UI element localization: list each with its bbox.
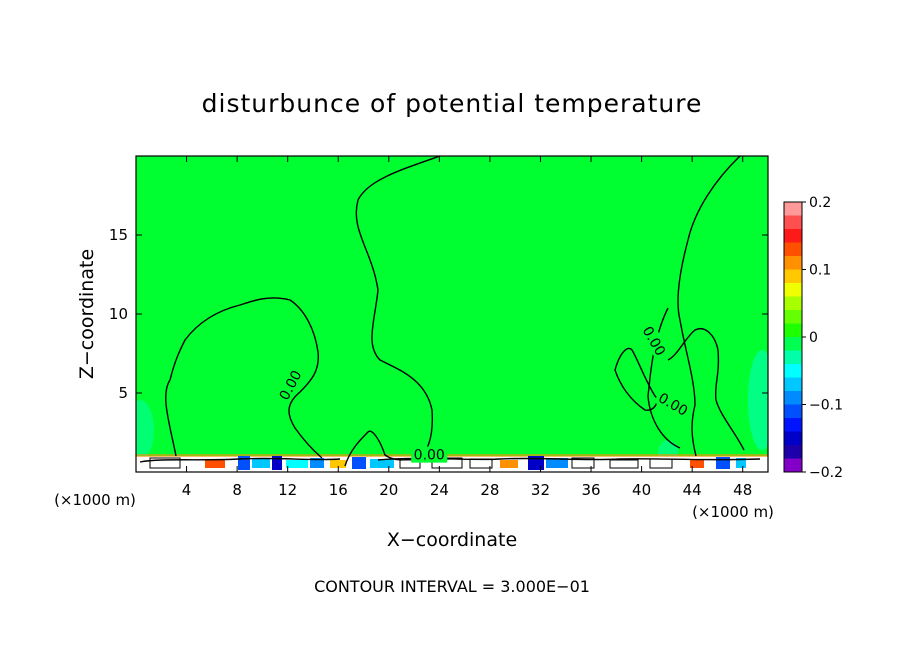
x-axis-ticks: 4 8 12 16 20 24 28 32 36 40 44 48	[182, 156, 752, 499]
colorbar-cell	[784, 229, 802, 243]
colorbar-cell	[784, 418, 802, 432]
x-tick-label: 36	[581, 481, 600, 499]
colorbar-ticks: 0.2 0.1 0 −0.1 −0.2	[802, 195, 843, 481]
x-tick-label: 16	[329, 481, 348, 499]
field-shading	[136, 350, 768, 472]
chart-title: disturbunce of potential temperature	[202, 89, 703, 118]
colorbar-cell	[784, 202, 802, 216]
surface-band-top	[136, 454, 768, 457]
cyan-patch-left	[136, 400, 154, 460]
contour-line-central	[344, 156, 441, 467]
contour-interval-footer: CONTOUR INTERVAL = 3.000E−01	[314, 577, 590, 596]
contour-label-bg	[411, 446, 448, 463]
contour-label-bg	[274, 365, 306, 405]
contour-label-bg	[638, 321, 671, 361]
x-tick-label: 44	[683, 481, 702, 499]
x-tick-label: 40	[632, 481, 651, 499]
noise-patch	[272, 456, 282, 470]
cyan-patch-right	[748, 350, 768, 450]
colorbar-cell	[784, 404, 802, 419]
noise-patch	[500, 460, 518, 468]
plot-area: 0.000.000.000.00 4 8 12 16 20 24 28 32 36 40 44 48 …	[109, 155, 769, 499]
y-tick-label: 5	[118, 384, 128, 402]
noise-patch	[399, 459, 421, 469]
noise-patch	[149, 457, 181, 469]
contour-line-right-small-closed	[614, 347, 658, 411]
colorbar-cell	[784, 283, 802, 297]
contour-label: 0.00	[414, 448, 445, 464]
colorbar-tick-label: −0.1	[809, 398, 843, 414]
noise-patch	[716, 457, 730, 469]
x-axis-label: X−coordinate	[387, 529, 517, 551]
noise-patch	[205, 460, 225, 468]
y-tick-label: 15	[109, 226, 128, 244]
noise-patch	[352, 457, 366, 469]
colorbar-cell	[784, 256, 802, 270]
y-axis-ticks: 5 10 15	[109, 226, 768, 402]
contour-line-right-dome	[677, 156, 741, 457]
colorbar-cell	[784, 242, 802, 257]
contour-lines	[139, 156, 761, 467]
colorbar-cell	[784, 350, 802, 365]
noise-patch	[252, 458, 270, 468]
contour-line-left-dome	[165, 297, 323, 459]
x-tick-label: 4	[182, 481, 192, 499]
plot-background	[136, 156, 768, 472]
surface-noise-band	[136, 454, 768, 472]
colorbar-cell	[784, 431, 802, 446]
colorbar-tick-label: 0	[809, 330, 818, 346]
colorbar-cell	[784, 323, 802, 338]
colorbar-cell	[784, 337, 802, 351]
x-unit-right: (×1000 m)	[692, 503, 774, 521]
colorbar-tick-label: −0.2	[809, 465, 843, 481]
y-tick-label: 10	[109, 305, 128, 323]
x-tick-label: 24	[430, 481, 449, 499]
x-unit-left: (×1000 m)	[54, 491, 136, 509]
x-tick-label: 12	[278, 481, 297, 499]
noise-patch	[286, 460, 308, 468]
noise-patch	[690, 459, 704, 468]
colorbar-cell	[784, 391, 802, 405]
contour-label-bg	[653, 388, 693, 420]
y-axis-label: Z−coordinate	[76, 249, 98, 379]
x-tick-label: 8	[232, 481, 242, 499]
colorbar-cell	[784, 215, 802, 230]
x-tick-label: 32	[531, 481, 550, 499]
colorbar-tick-label: 0.1	[809, 263, 831, 279]
noise-patch	[310, 458, 324, 468]
noise-patch	[571, 457, 595, 469]
x-tick-label: 28	[480, 481, 499, 499]
noise-patch	[649, 458, 673, 469]
colorbar-cell	[784, 445, 802, 459]
colorbar-tick-label: 0.2	[809, 195, 831, 211]
noise-patch	[469, 458, 493, 469]
noise-patch	[609, 459, 639, 469]
colorbar-cell	[784, 269, 802, 284]
noise-patch	[736, 458, 746, 468]
noise-patch	[546, 458, 568, 468]
colorbar-cell	[784, 310, 802, 324]
colorbar: 0.2 0.1 0 −0.1 −0.2	[783, 195, 843, 481]
colorbar-cell	[784, 296, 802, 311]
x-tick-label: 48	[733, 481, 752, 499]
colorbar-cell	[784, 458, 802, 473]
contour-label-group: 0.00	[411, 446, 448, 464]
noise-patch	[370, 459, 394, 468]
x-tick-label: 20	[379, 481, 398, 499]
noise-patch	[330, 460, 346, 468]
colorbar-cell	[784, 364, 802, 378]
colorbar-cell	[784, 377, 802, 392]
colorbar-cells	[784, 202, 802, 473]
contour-line-right-inner	[667, 328, 745, 451]
